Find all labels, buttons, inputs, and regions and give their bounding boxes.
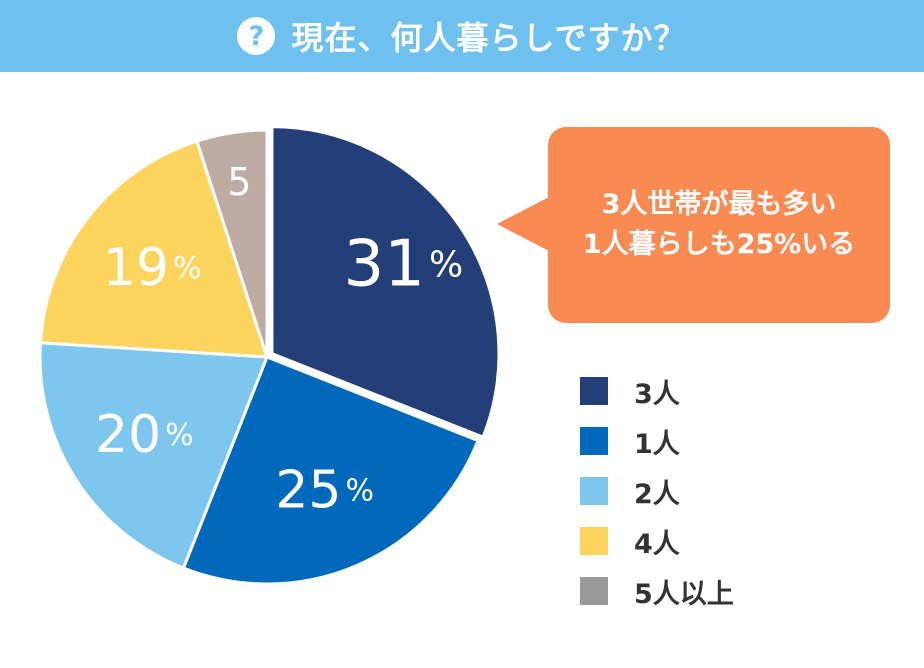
pie-slices (38, 125, 501, 586)
legend-item-3: 2人 (580, 466, 734, 516)
legend-label: 2人 (634, 478, 680, 510)
legend-label: 1人 (634, 428, 680, 460)
callout-tail (497, 196, 551, 252)
pie-slice-5 (194, 128, 269, 358)
pie-slice-1 (270, 125, 501, 440)
legend-label: 5人以上 (634, 578, 734, 610)
legend-label: 4人 (634, 528, 680, 560)
question-mark-icon: ? (237, 17, 276, 55)
pie-slice-2 (181, 355, 481, 586)
pie-labels: 31 % 25 % 20 % 19 % 5 (95, 160, 463, 520)
header-bar: ? 現在、何人暮らしですか？ (0, 0, 924, 72)
callout-line-2: 1人暮らしも25%いる (582, 229, 856, 260)
pie-label-1: 31% (344, 227, 464, 301)
legend-swatch (580, 477, 608, 505)
legend-swatch (580, 527, 608, 555)
legend-swatch (580, 427, 608, 455)
chart-legend: 3人 1人 2人 4人 5人以上 (580, 366, 734, 616)
callout-line-1: 3人世帯が最も多い (601, 189, 837, 220)
pie-slice-3 (38, 341, 270, 571)
page-title: 現在、何人暮らしですか？ (291, 19, 687, 57)
legend-swatch (580, 577, 608, 605)
pie-label-2: 25% (275, 460, 374, 520)
pie-label-5: 5 (227, 160, 251, 204)
legend-item-2: 1人 (580, 416, 734, 466)
legend-label: 3人 (634, 378, 680, 410)
pie-label-4: 19% (103, 238, 202, 298)
pie-label-3: 20% (95, 405, 194, 465)
callout-box: 3人世帯が最も多い 1人暮らしも25%いる (548, 127, 890, 323)
header-content: ? 現在、何人暮らしですか？ (237, 13, 686, 59)
legend-item-5: 5人以上 (580, 566, 734, 616)
legend-swatch (580, 377, 608, 405)
legend-item-1: 3人 (580, 366, 734, 416)
legend-item-4: 4人 (580, 516, 734, 566)
pie-slice-4 (38, 139, 270, 359)
